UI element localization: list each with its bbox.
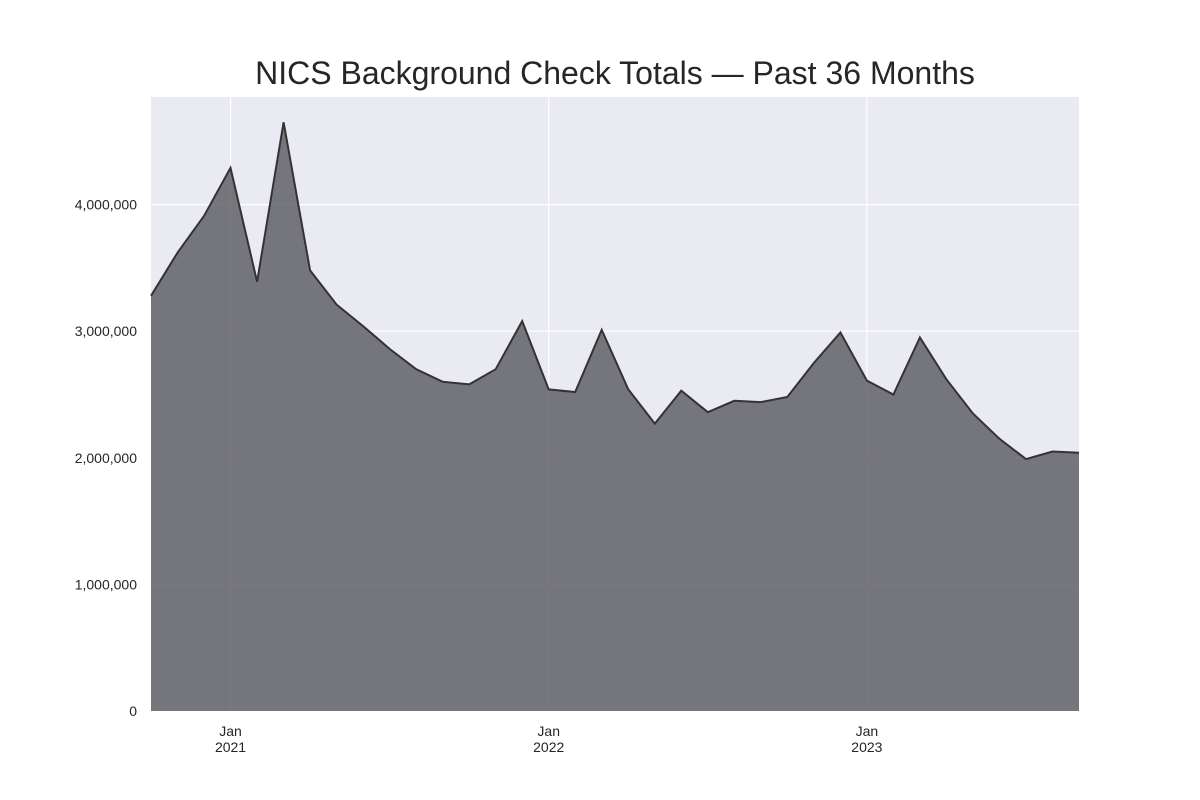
x-tick-label-year: 2021 bbox=[215, 739, 246, 755]
y-tick-label: 1,000,000 bbox=[75, 576, 137, 592]
chart-title: NICS Background Check Totals — Past 36 M… bbox=[255, 55, 975, 91]
y-axis-tick-labels: 0 1,000,000 2,000,000 3,000,000 4,000,000 bbox=[75, 197, 138, 719]
x-tick-label-month: Jan bbox=[219, 723, 242, 739]
x-tick-label-month: Jan bbox=[537, 723, 560, 739]
y-tick-label: 4,000,000 bbox=[75, 197, 137, 213]
x-tick-label-year: 2022 bbox=[533, 739, 564, 755]
y-tick-label: 2,000,000 bbox=[75, 450, 137, 466]
y-tick-label: 0 bbox=[129, 703, 137, 719]
y-tick-label: 3,000,000 bbox=[75, 323, 137, 339]
x-tick-label-month: Jan bbox=[856, 723, 879, 739]
x-tick-label-year: 2023 bbox=[851, 739, 882, 755]
series-line bbox=[150, 122, 1080, 461]
area-fill bbox=[151, 122, 1079, 712]
